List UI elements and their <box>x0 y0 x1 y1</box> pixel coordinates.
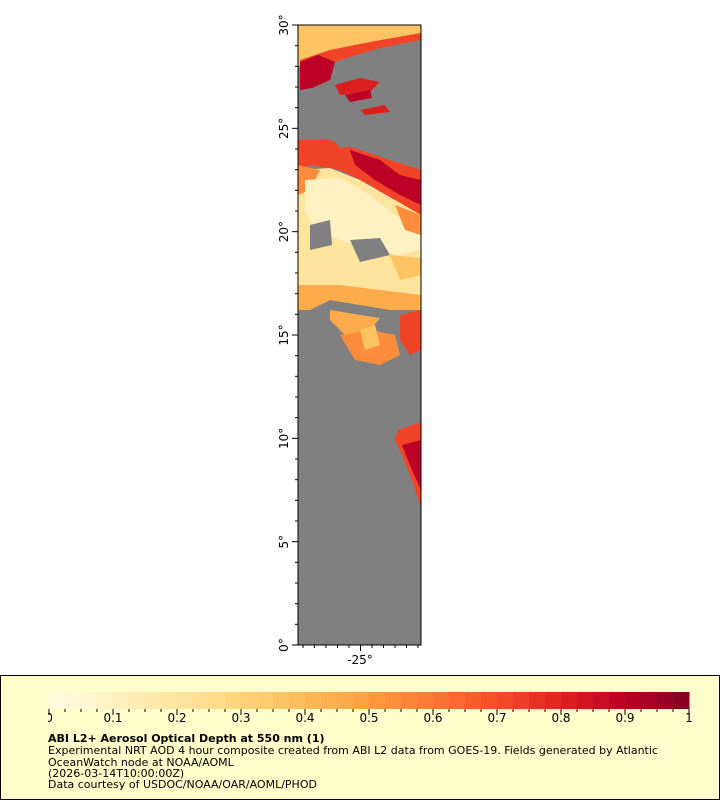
lat-tick-label: 20° <box>277 221 291 242</box>
colorbar-swatch <box>609 692 626 709</box>
lat-tick-label: 25° <box>277 118 291 139</box>
colorbar-swatch <box>497 692 514 709</box>
colorbar-swatch <box>369 692 386 709</box>
colorbar-swatch <box>97 692 114 709</box>
colorbar-swatch <box>241 692 258 709</box>
aod-field <box>298 25 421 508</box>
colorbar-swatch <box>225 692 242 709</box>
colorbar-swatch <box>465 692 482 709</box>
colorbar-swatch <box>321 692 338 709</box>
colorbar-swatch <box>417 692 434 709</box>
colorbar-swatch <box>625 692 642 709</box>
colorbar-swatch <box>433 692 450 709</box>
colorbar-tick-label: 0.1 <box>103 711 122 722</box>
colorbar-swatch <box>529 692 546 709</box>
lon-tick-label: -25° <box>347 653 373 667</box>
lat-tick-label: 10° <box>277 428 291 449</box>
colorbar-tick-label: 0.3 <box>231 711 250 722</box>
colorbar-tick-label: 0.4 <box>295 711 314 722</box>
legend-description: Experimental NRT AOD 4 hour composite cr… <box>48 744 658 769</box>
colorbar-swatch <box>305 692 322 709</box>
colorbar-tick-label: 0.9 <box>615 711 634 722</box>
colorbar-swatch <box>561 692 578 709</box>
colorbar-tick-label: 0.5 <box>359 711 378 722</box>
colorbar-swatch <box>577 692 594 709</box>
colorbar-swatch <box>513 692 530 709</box>
colorbar-swatch <box>673 692 690 709</box>
lat-tick-label: 0° <box>277 638 291 652</box>
colorbar-swatch <box>273 692 290 709</box>
colorbar-swatch <box>177 692 194 709</box>
lat-tick-label: 5° <box>277 535 291 549</box>
lat-tick-label: 15° <box>277 324 291 345</box>
colorbar-tick-label: 0.6 <box>423 711 442 722</box>
legend-date: (2026-03-14T10:00:00Z) <box>48 767 185 780</box>
plot-area <box>297 24 422 646</box>
colorbar-tick-label: 0.2 <box>167 711 186 722</box>
legend-title: ABI L2+ Aerosol Optical Depth at 550 nm … <box>48 732 325 745</box>
colorbar-swatch <box>193 692 210 709</box>
colorbar-swatch <box>129 692 146 709</box>
colorbar-swatch <box>401 692 418 709</box>
colorbar-swatch <box>385 692 402 709</box>
colorbar-swatch <box>113 692 130 709</box>
colorbar-tick-label: 0.7 <box>487 711 506 722</box>
colorbar-swatch <box>65 692 82 709</box>
colorbar-swatch <box>481 692 498 709</box>
map-plot: 0° 5° 10° 15° 20° 25° 30° -25° <box>277 14 422 667</box>
legend-credit: Data courtesy of USDOC/NOAA/OAR/AOML/PHO… <box>48 778 317 791</box>
colorbar-swatch <box>641 692 658 709</box>
colorbar-swatch <box>257 692 274 709</box>
legend-panel: 0 0.1 0.2 0.3 0.4 0.5 0.6 0.7 0.8 0.9 1 ABI L2+ Ae… <box>0 675 720 800</box>
colorbar-swatch <box>161 692 178 709</box>
colorbar-swatch <box>593 692 610 709</box>
colorbar-swatch <box>289 692 306 709</box>
lat-tick-label: 30° <box>277 14 291 35</box>
colorbar-tick-label: 0.8 <box>551 711 570 722</box>
colorbar-swatch <box>81 692 98 709</box>
colorbar-swatch <box>337 692 354 709</box>
colorbar-swatch <box>353 692 370 709</box>
colorbar-swatch <box>449 692 466 709</box>
colorbar-swatch <box>209 692 226 709</box>
colorbar-swatch <box>145 692 162 709</box>
colorbar: 0 0.1 0.2 0.3 0.4 0.5 0.6 0.7 0.8 0.9 1 <box>48 692 693 722</box>
colorbar-tick-label: 1 <box>685 711 693 722</box>
colorbar-swatch <box>657 692 674 709</box>
colorbar-swatch <box>545 692 562 709</box>
latitude-axis: 0° 5° 10° 15° 20° 25° 30° <box>277 14 298 652</box>
longitude-axis: -25° <box>302 645 419 667</box>
colorbar-tick-label: 0 <box>48 711 53 722</box>
colorbar-swatch <box>49 692 66 709</box>
